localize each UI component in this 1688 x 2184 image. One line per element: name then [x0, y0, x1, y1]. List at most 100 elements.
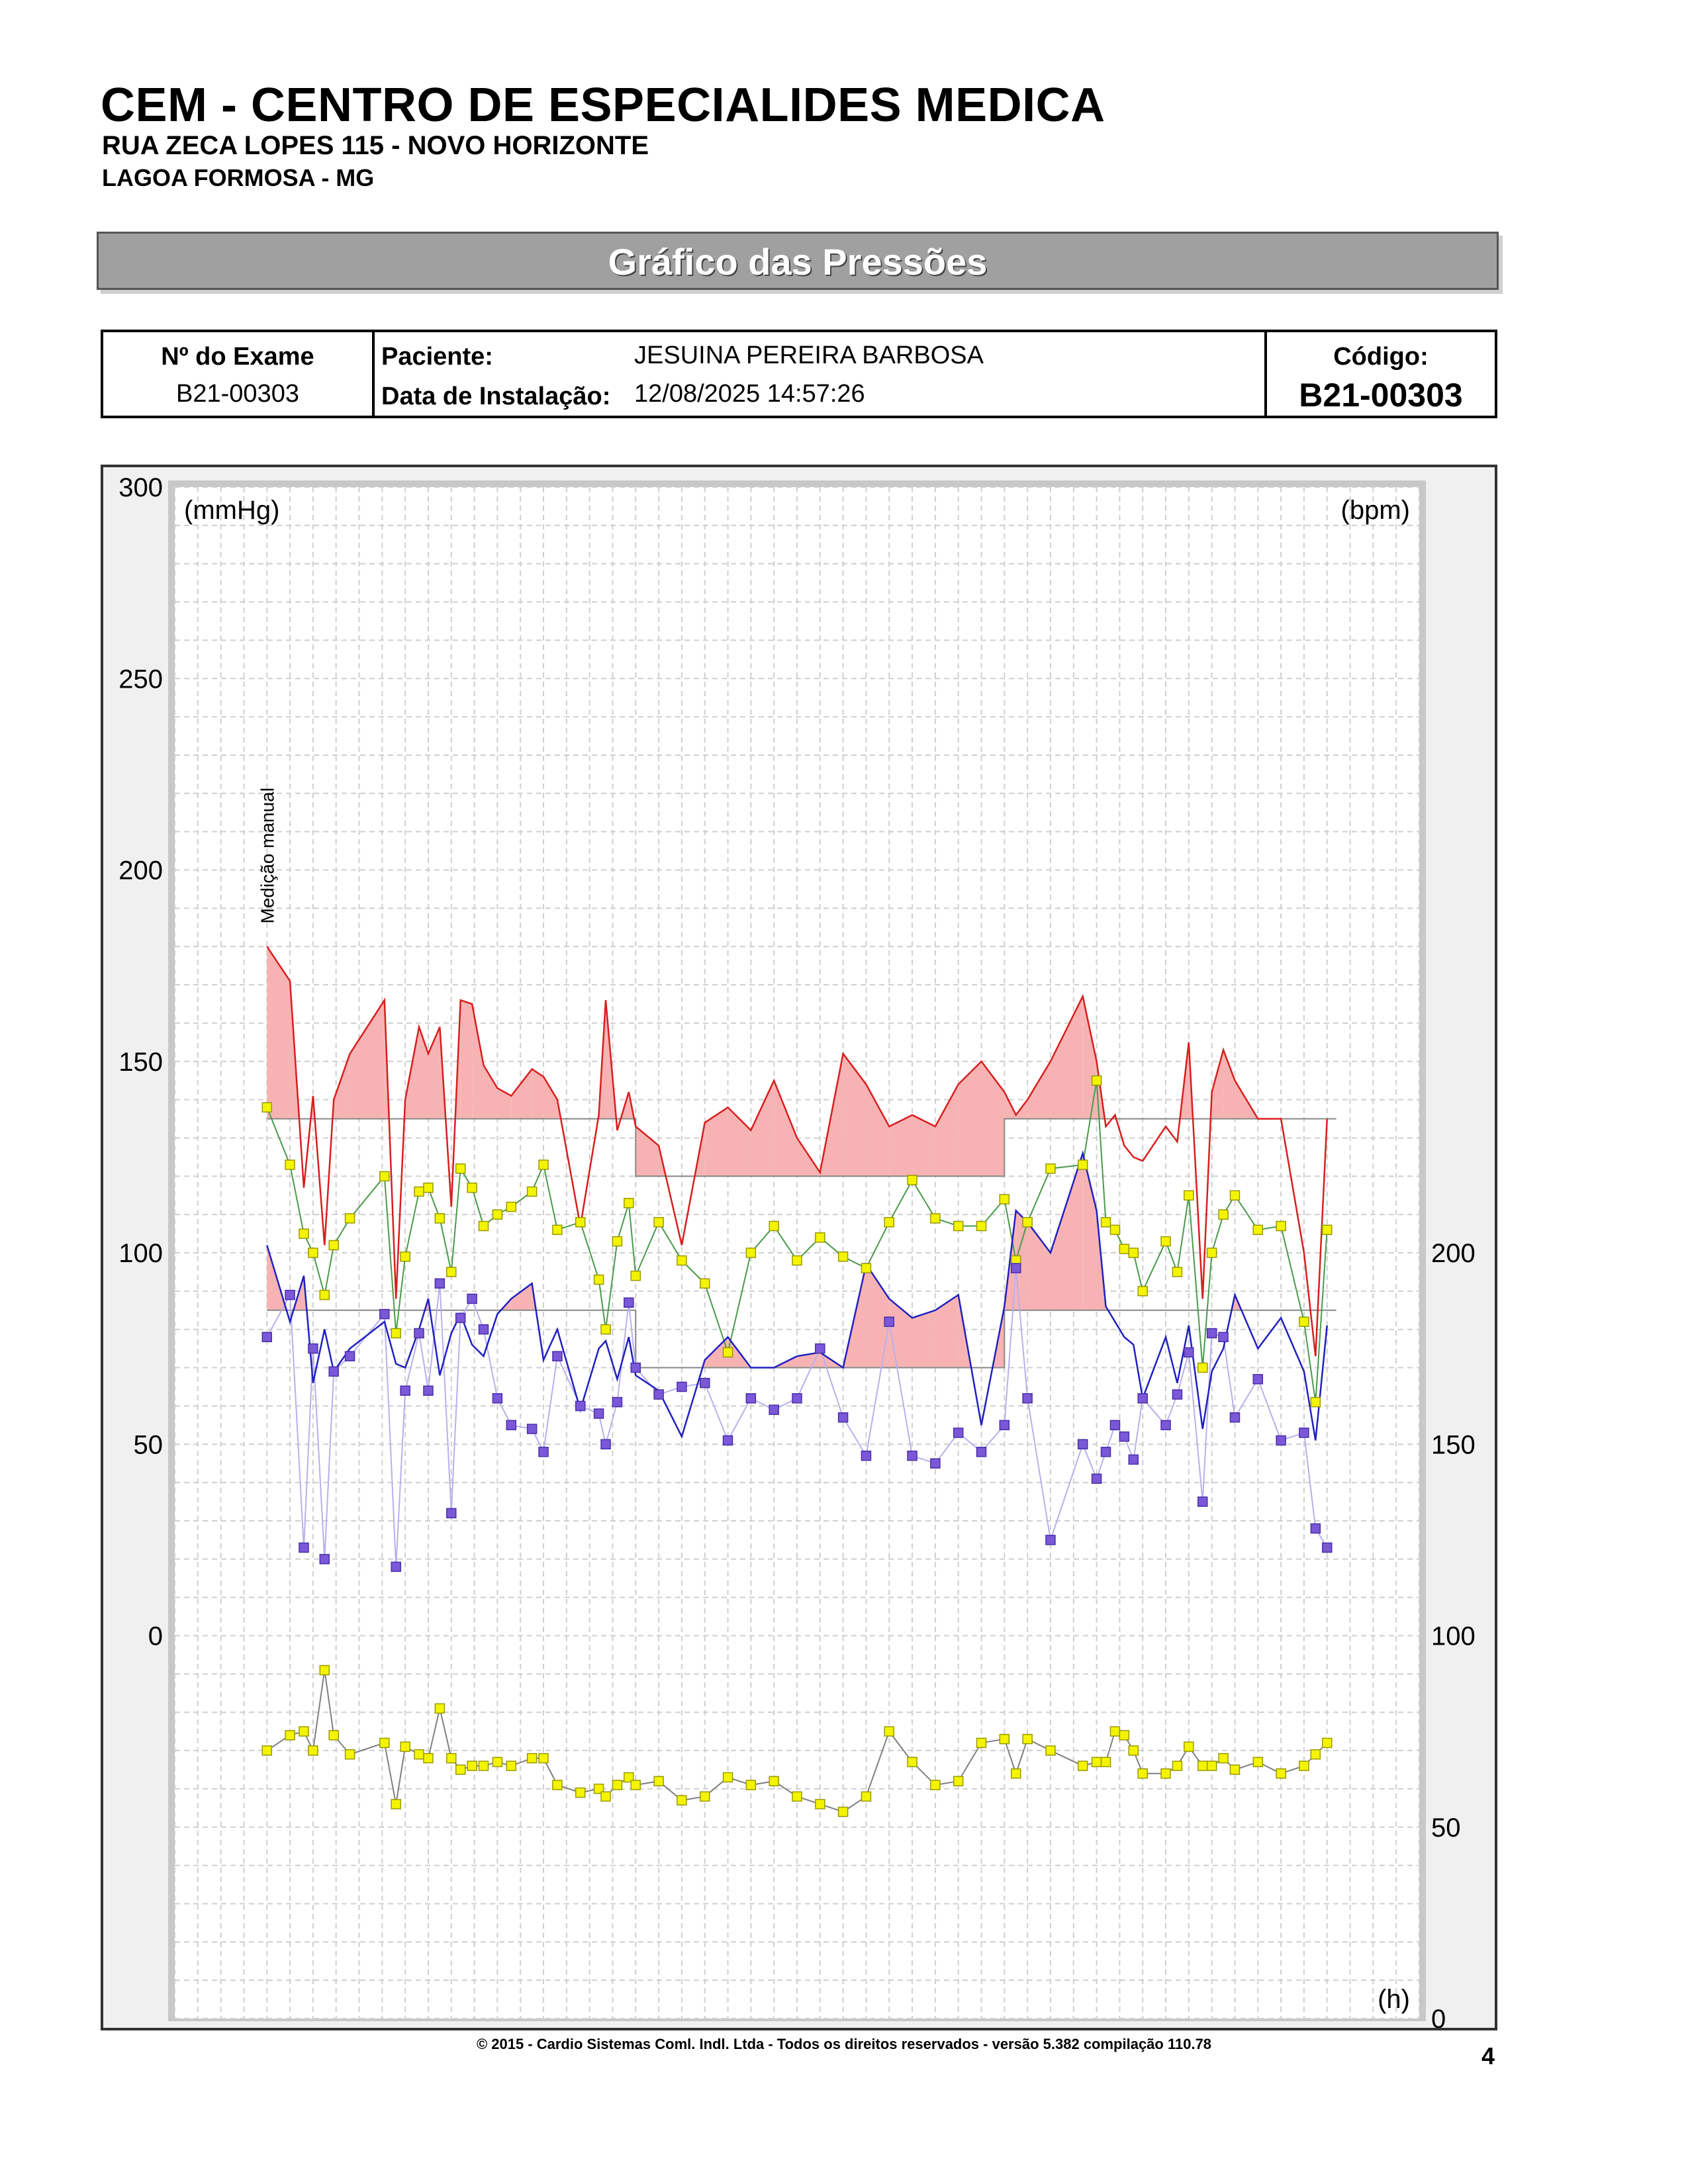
heart-rate-point: [600, 1439, 611, 1449]
heart-rate-point: [538, 1447, 549, 1457]
systolic-excess-fill-segment: [704, 1107, 728, 1177]
systolic-limit-line: [267, 1118, 1336, 1177]
heart-rate-bottom-point: [446, 1752, 457, 1764]
systolic-excess-fill-segment: [497, 1088, 512, 1119]
mean-point: [1206, 1248, 1217, 1258]
heart-rate-point: [423, 1385, 434, 1396]
mean-point: [1100, 1216, 1111, 1228]
heart-rate-point: [653, 1389, 664, 1400]
heart-rate-point: [1321, 1542, 1333, 1553]
mean-point: [976, 1220, 987, 1232]
mean-point: [1252, 1224, 1264, 1236]
heart-rate-point: [1299, 1428, 1309, 1438]
y-left-tick-label: 150: [118, 1048, 163, 1077]
mean-point: [328, 1240, 339, 1251]
heart-rate-bottom-point: [414, 1749, 424, 1760]
diastolic-excess-fill-segment: [303, 1275, 313, 1310]
heart-rate-point: [400, 1385, 410, 1396]
mean-point: [1197, 1362, 1208, 1373]
mean-point: [1276, 1220, 1286, 1232]
systolic-excess-fill-segment: [290, 981, 304, 1119]
heart-rate-point: [1160, 1420, 1171, 1431]
systolic-excess-fill-segment: [912, 1115, 935, 1177]
systolic-excess-fill-segment: [440, 1026, 451, 1119]
systolic-excess-fill-segment: [628, 1092, 636, 1119]
heart-rate-point: [593, 1408, 604, 1419]
clinic-name: CEM - CENTRO DE ESPECIALIDES MEDICA: [101, 79, 1105, 132]
heart-rate-point: [1276, 1435, 1286, 1446]
mean-point: [722, 1347, 733, 1358]
mean-point: [612, 1236, 623, 1247]
heart-rate-point: [308, 1343, 318, 1354]
heart-rate-point: [434, 1278, 445, 1289]
heart-rate-point: [379, 1308, 390, 1320]
mean-point: [1184, 1190, 1194, 1201]
heart-rate-point: [575, 1400, 586, 1412]
mean-point: [1218, 1209, 1229, 1220]
heart-rate-bottom-point: [722, 1772, 733, 1783]
heart-rate-bottom-point: [1091, 1756, 1102, 1768]
y-right-tick-label: 50: [1431, 1813, 1461, 1843]
heart-rate-bottom-point: [792, 1791, 802, 1802]
mean-point: [1321, 1224, 1333, 1236]
diastolic-excess-fill-segment: [704, 1337, 728, 1368]
diastolic-excess-fill-segment: [1223, 1295, 1235, 1310]
systolic-excess-fill-segment: [303, 1095, 313, 1119]
mean-point: [285, 1160, 295, 1170]
heart-rate-point: [446, 1508, 457, 1519]
y-right-tick-label: 100: [1431, 1622, 1476, 1651]
heart-rate-point: [478, 1324, 489, 1335]
heart-rate-bottom-point: [526, 1752, 538, 1764]
exam-cell: Nº do Exame B21-00303: [103, 332, 375, 416]
mean-points: [261, 1075, 1333, 1408]
systolic-excess-fill-segment: [1177, 1042, 1189, 1119]
heart-rate-bottom-point: [953, 1776, 964, 1787]
systolic-excess-fill-segment: [843, 1054, 867, 1177]
page-number: 4: [1481, 2042, 1495, 2070]
heart-rate-bottom-point: [1109, 1726, 1121, 1737]
systolic-excess-fill-segment: [866, 1084, 890, 1177]
mean-point: [930, 1213, 941, 1224]
diastolic-excess-fill-segment: [267, 1245, 291, 1310]
mean-point: [455, 1163, 466, 1174]
diastolic-excess-fill-segment: [912, 1310, 935, 1368]
heart-rate-bottom-point: [1045, 1745, 1056, 1756]
mean-point: [1229, 1190, 1241, 1201]
heart-rate-point: [722, 1435, 733, 1446]
mean-point: [446, 1267, 457, 1277]
heart-rate-bottom-point: [930, 1780, 941, 1790]
diastolic-excess-fill-segment: [797, 1352, 820, 1368]
heart-rate-point: [699, 1377, 710, 1388]
exam-number-value: B21-00303: [176, 380, 299, 408]
heart-rate-bottom-point: [884, 1726, 895, 1737]
clinic-address: RUA ZECA LOPES 115 - NOVO HORIZONTE: [102, 131, 649, 160]
mean-point: [400, 1251, 410, 1262]
mean-point: [953, 1220, 964, 1232]
code-value: B21-00303: [1299, 377, 1463, 414]
heart-rate-point: [1172, 1389, 1183, 1400]
diastolic-excess-fill-segment: [1015, 1210, 1028, 1310]
mean-point: [526, 1186, 538, 1197]
chart-frame: 1314151617181920212223012345678910111213…: [101, 465, 1497, 2069]
heart-rate-bottom-point: [653, 1776, 664, 1787]
mean-point: [1172, 1267, 1183, 1277]
heart-rate-bottom-point: [630, 1780, 641, 1790]
mean-point: [391, 1328, 401, 1339]
heart-rate-bottom-point: [391, 1799, 401, 1809]
y-right-tick-label: 0: [1431, 2005, 1446, 2028]
heart-rate-bottom-point: [1310, 1749, 1321, 1760]
heart-rate-bottom-point: [1229, 1764, 1241, 1775]
systolic-excess-fill-segment: [681, 1122, 705, 1177]
mean-point: [792, 1255, 802, 1266]
right-unit-label: (bpm): [1341, 496, 1410, 525]
heart-rate-point: [1137, 1393, 1148, 1404]
heart-rate-bottom-point: [308, 1745, 318, 1756]
heart-rate-bottom-point: [492, 1756, 503, 1768]
diastolic-excess-fill-segment: [1050, 1153, 1083, 1310]
mean-point: [837, 1251, 849, 1262]
heart-rate-bottom-point: [999, 1733, 1010, 1745]
heart-rate-bottom-point: [745, 1780, 757, 1790]
exam-number-label: Nº do Exame: [161, 343, 314, 371]
systolic-excess-fill-segment: [981, 1061, 1005, 1177]
heart-rate-point: [612, 1396, 623, 1408]
